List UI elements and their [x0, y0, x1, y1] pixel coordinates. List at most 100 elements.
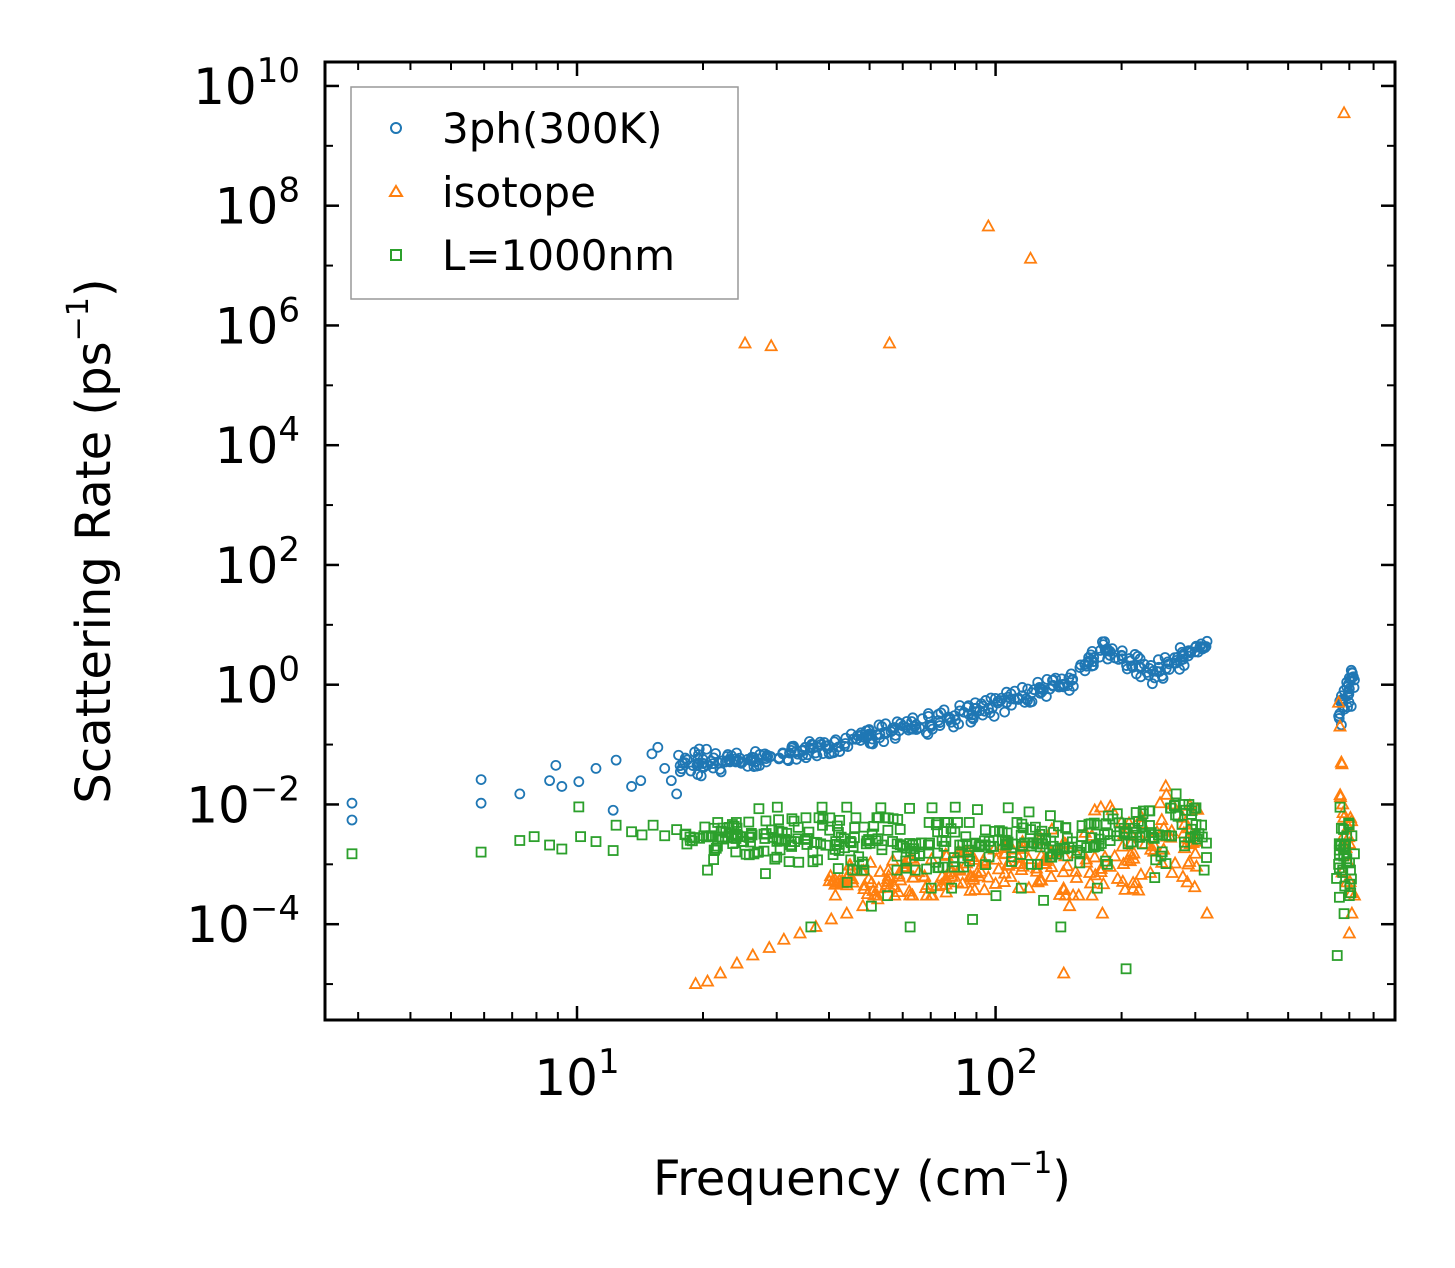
point-3ph-300k-	[689, 746, 701, 758]
point-l-1000nm	[1178, 836, 1190, 848]
point-isotope	[1069, 870, 1084, 883]
y-tick-label: 102	[215, 530, 300, 595]
point-l-1000nm	[708, 854, 720, 865]
point-l-1000nm	[1044, 851, 1056, 863]
point-3ph-300k-	[773, 752, 785, 764]
point-3ph-300k-	[736, 757, 748, 768]
point-l-1000nm	[785, 836, 797, 847]
point-isotope	[967, 882, 982, 895]
point-isotope	[1118, 882, 1133, 895]
point-3ph-300k-	[346, 797, 358, 809]
y-axis-label-text: Scattering Rate (ps	[66, 341, 122, 803]
point-l-1000nm	[938, 840, 950, 852]
point-isotope	[902, 883, 917, 897]
point-l-1000nm	[1001, 839, 1012, 851]
point-3ph-300k-	[907, 712, 919, 724]
point-l-1000nm	[1093, 840, 1105, 852]
point-l-1000nm	[1346, 873, 1357, 885]
point-3ph-300k-	[1133, 661, 1145, 673]
point-l-1000nm	[815, 838, 827, 850]
point-isotope	[1115, 838, 1130, 852]
point-isotope	[824, 911, 839, 925]
point-l-1000nm	[925, 882, 937, 894]
point-l-1000nm	[699, 821, 711, 833]
point-isotope	[1159, 786, 1174, 800]
point-3ph-300k-	[1125, 655, 1136, 667]
point-l-1000nm	[1001, 827, 1013, 839]
point-isotope	[952, 862, 967, 876]
point-isotope	[1000, 857, 1015, 870]
point-3ph-300k-	[1339, 703, 1350, 715]
point-l-1000nm	[926, 802, 938, 814]
point-isotope	[981, 218, 996, 232]
point-l-1000nm	[954, 839, 966, 851]
point-3ph-300k-	[953, 718, 964, 730]
point-l-1000nm	[800, 812, 812, 824]
point-isotope	[737, 335, 753, 349]
point-3ph-300k-	[759, 748, 771, 760]
point-3ph-300k-	[702, 759, 713, 771]
point-3ph-300k-	[860, 725, 872, 737]
point-l-1000nm	[573, 801, 585, 813]
point-isotope	[950, 874, 965, 888]
point-l-1000nm	[876, 839, 888, 851]
x-tick-label-exponent: 1	[598, 1042, 620, 1082]
point-l-1000nm	[1047, 840, 1059, 852]
y-tick-label-exponent: −4	[250, 889, 300, 929]
point-3ph-300k-	[701, 743, 712, 755]
point-l-1000nm	[1016, 840, 1028, 852]
point-isotope	[1068, 863, 1083, 877]
point-l-1000nm	[933, 862, 945, 873]
point-3ph-300k-	[1013, 694, 1024, 705]
point-3ph-300k-	[1063, 685, 1075, 696]
point-l-1000nm	[979, 839, 991, 851]
point-isotope	[1154, 812, 1169, 825]
point-3ph-300k-	[974, 705, 986, 717]
point-l-1000nm	[1144, 820, 1155, 831]
point-isotope	[1030, 874, 1045, 888]
point-isotope	[1334, 754, 1349, 768]
point-l-1000nm	[1107, 813, 1119, 825]
legend-marker-3ph	[390, 122, 402, 134]
point-isotope	[870, 891, 885, 905]
point-l-1000nm	[1177, 799, 1189, 810]
point-l-1000nm	[963, 817, 975, 828]
point-3ph-300k-	[1006, 699, 1017, 711]
point-3ph-300k-	[985, 692, 997, 704]
point-isotope	[997, 865, 1012, 879]
point-l-1000nm	[1331, 950, 1343, 961]
point-3ph-300k-	[346, 814, 358, 826]
point-l-1000nm	[845, 837, 857, 849]
point-3ph-300k-	[1040, 691, 1052, 702]
point-isotope	[1110, 871, 1125, 884]
point-isotope	[1044, 869, 1059, 882]
point-l-1000nm	[771, 851, 783, 863]
y-tick-label-exponent: 6	[278, 290, 300, 330]
y-tick-label-base: 10	[215, 178, 279, 236]
point-3ph-300k-	[1343, 683, 1355, 695]
point-3ph-300k-	[804, 742, 816, 754]
point-l-1000nm	[983, 851, 995, 863]
point-3ph-300k-	[914, 722, 925, 734]
point-isotope	[1333, 787, 1348, 801]
point-l-1000nm	[1149, 872, 1161, 884]
point-l-1000nm	[626, 826, 637, 838]
legend-marker-isotope	[388, 184, 404, 197]
point-3ph-300k-	[544, 775, 555, 787]
point-3ph-300k-	[830, 734, 842, 746]
point-3ph-300k-	[659, 763, 671, 774]
point-l-1000nm	[914, 850, 925, 862]
point-isotope	[1023, 250, 1038, 264]
x-tick-label-base: 10	[953, 1049, 1017, 1107]
point-l-1000nm	[1023, 806, 1035, 818]
point-l-1000nm	[807, 856, 819, 868]
point-l-1000nm	[945, 823, 957, 835]
point-l-1000nm	[1053, 820, 1064, 832]
point-isotope	[1060, 858, 1075, 872]
point-l-1000nm	[824, 812, 836, 824]
point-3ph-300k-	[1195, 638, 1207, 650]
point-isotope	[973, 863, 988, 877]
point-l-1000nm	[891, 850, 903, 862]
point-l-1000nm	[979, 824, 991, 836]
